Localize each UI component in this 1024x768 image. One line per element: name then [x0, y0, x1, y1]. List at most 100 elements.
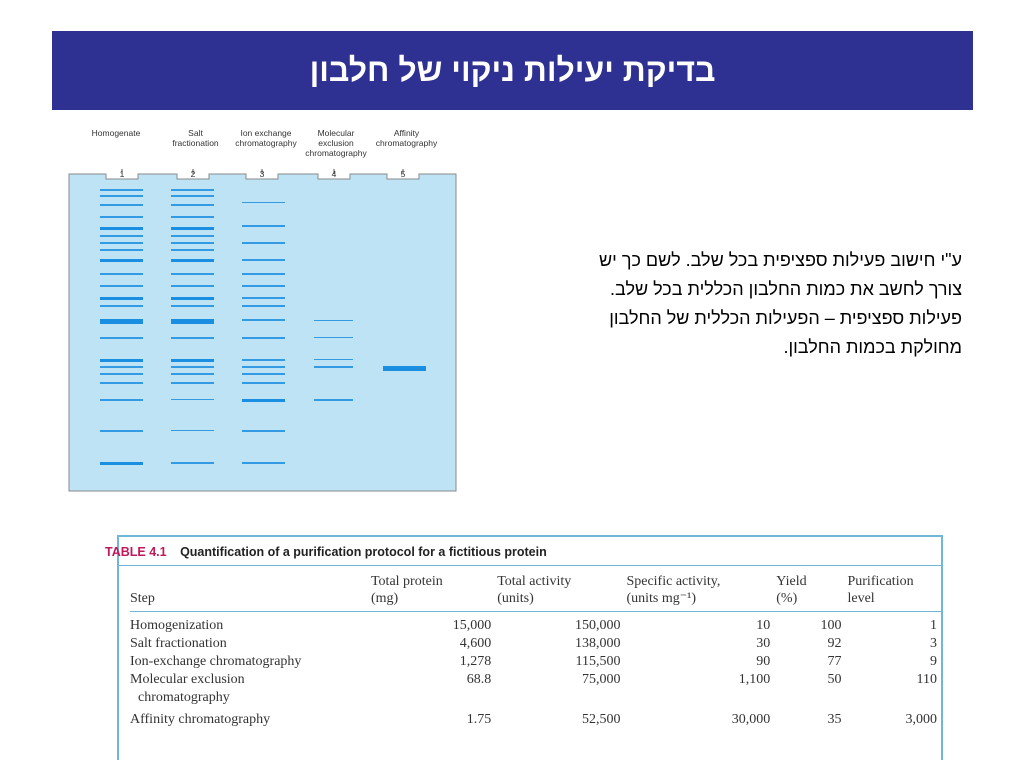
lane-header-4-line3: chromatography [305, 148, 367, 158]
gel-band-lane-1 [100, 373, 143, 375]
gel-band-lane-1 [100, 227, 143, 230]
gel-band-lane-4 [314, 359, 353, 360]
cell-yield: 50 [827, 672, 842, 687]
cell-purification: 3,000 [905, 712, 938, 727]
caption-rule [117, 565, 943, 566]
gel-band-lane-1 [100, 319, 143, 324]
header-total-protein: Total protein (mg) [370, 573, 498, 612]
lane-number-2: 2 [190, 169, 196, 179]
cell-yield: 77 [827, 654, 842, 669]
gel-band-lane-3 [242, 242, 285, 244]
gel-band-lane-2 [171, 337, 214, 339]
cell-protein: 1.75 [466, 712, 492, 727]
table-header-row: Step Total protein (mg) Total activity (un… [130, 573, 943, 612]
lane-header-2: Salt fractionation [158, 128, 233, 148]
lane-header-5: Affinity chromatography [364, 128, 449, 148]
table-row: Homogenization 15,000 150,000 10 100 1 [130, 612, 943, 636]
cell-step: Affinity chromatography [130, 712, 271, 727]
gel-band-lane-3 [242, 297, 285, 299]
lane-header-2-line2: fractionation [172, 138, 219, 148]
gel-band-lane-2 [171, 249, 214, 251]
gel-band-lane-1 [100, 216, 143, 218]
gel-band-lane-2 [171, 189, 214, 191]
gel-band-lane-1 [100, 297, 143, 300]
gel-band-lane-3 [242, 259, 285, 261]
gel-band-lane-1 [100, 235, 143, 237]
gel-band-lane-2 [171, 430, 214, 431]
gel-band-lane-1 [100, 189, 143, 191]
cell-activity: 138,000 [574, 636, 621, 651]
cell-activity: 150,000 [574, 618, 621, 633]
lane-header-3-line1: Ion exchange [240, 128, 292, 138]
header-step: Step [130, 573, 371, 612]
gel-band-lane-3 [242, 319, 285, 321]
table-title: Quantification of a purification protoco… [180, 545, 547, 559]
cell-yield: 35 [827, 712, 842, 727]
gel-band-lane-1 [100, 430, 143, 432]
gel-band-lane-1 [100, 285, 143, 287]
cell-activity: 52,500 [581, 712, 621, 727]
gel-band-lane-1 [100, 382, 143, 384]
lane-number-3: 3 [259, 169, 265, 179]
gel-band-lane-2 [171, 204, 214, 206]
gel-band-lane-3 [242, 462, 285, 464]
cell-protein: 15,000 [452, 618, 492, 633]
explanation-line-4: מחולקת בכמות החלבון. [783, 337, 962, 357]
table-row: Affinity chromatography 1.75 52,500 30,0… [130, 707, 943, 729]
table-caption: TABLE 4.1 Quantification of a purificati… [105, 545, 547, 559]
gel-body [68, 173, 457, 492]
cell-step: Ion-exchange chromatography [130, 654, 302, 669]
cell-yield: 92 [827, 636, 842, 651]
lane-number-4: 4 [331, 169, 337, 179]
title-bar: בדיקת יעילות ניקוי של חלבון [52, 31, 973, 110]
lane-header-1: Homogenate [91, 128, 141, 138]
gel-band-lane-1 [100, 337, 143, 339]
explanation-line-1: ע"י חישוב פעילות ספציפית בכל שלב. לשם כך… [599, 250, 962, 270]
table-left-rule [117, 535, 119, 760]
cell-specific: 10 [756, 618, 771, 633]
lane-header-5-line1: Affinity [393, 128, 420, 138]
cell-purification: 3 [930, 636, 937, 651]
gel-band-lane-2 [171, 399, 214, 400]
lane-header-4: Molecular exclusion chromatography [296, 128, 376, 158]
gel-figure: Homogenate Salt fractionation Ion exchan… [66, 128, 460, 496]
gel-band-lane-2 [171, 216, 214, 218]
gel-band-lane-5 [383, 366, 426, 371]
gel-band-lane-2 [171, 305, 214, 307]
purification-table: Step Total protein (mg) Total activity (un… [130, 573, 943, 729]
lane-ticks [121, 169, 404, 174]
cell-purification: 1 [930, 618, 937, 633]
gel-band-lane-3 [242, 366, 285, 368]
gel-band-lane-2 [171, 319, 214, 324]
header-yield: Yield (%) [776, 573, 848, 612]
cell-yield: 100 [820, 618, 842, 633]
cell-step: Homogenization [130, 618, 224, 633]
cell-activity: 115,500 [575, 654, 621, 669]
cell-purification: 110 [916, 672, 937, 687]
gel-band-lane-2 [171, 273, 214, 275]
lane-number-1: 1 [119, 169, 125, 179]
gel-band-lane-1 [100, 242, 143, 244]
gel-band-lane-3 [242, 399, 285, 402]
header-total-activity: Total activity (units) [497, 573, 627, 612]
table-right-rule [941, 535, 943, 760]
gel-band-lane-3 [242, 202, 285, 203]
cell-activity: 75,000 [581, 672, 621, 687]
gel-band-lane-2 [171, 259, 214, 262]
gel-band-lane-1 [100, 305, 143, 307]
gel-band-lane-1 [100, 195, 143, 197]
cell-specific: 90 [756, 654, 771, 669]
header-purification-level: Purification level [847, 573, 943, 612]
cell-step: Salt fractionation [130, 636, 227, 651]
gel-band-lane-4 [314, 320, 353, 321]
cell-protein: 1,278 [459, 654, 492, 669]
gel-band-lane-2 [171, 382, 214, 384]
slide-title: בדיקת יעילות ניקוי של חלבון [309, 52, 716, 88]
gel-band-lane-3 [242, 273, 285, 275]
gel-band-lane-1 [100, 249, 143, 251]
gel-band-lane-1 [100, 366, 143, 368]
cell-step: Molecular exclusion chromatography [130, 672, 245, 705]
table-row: Molecular exclusion chromatography 68.8 7… [130, 671, 943, 707]
table-top-rule [117, 535, 943, 537]
